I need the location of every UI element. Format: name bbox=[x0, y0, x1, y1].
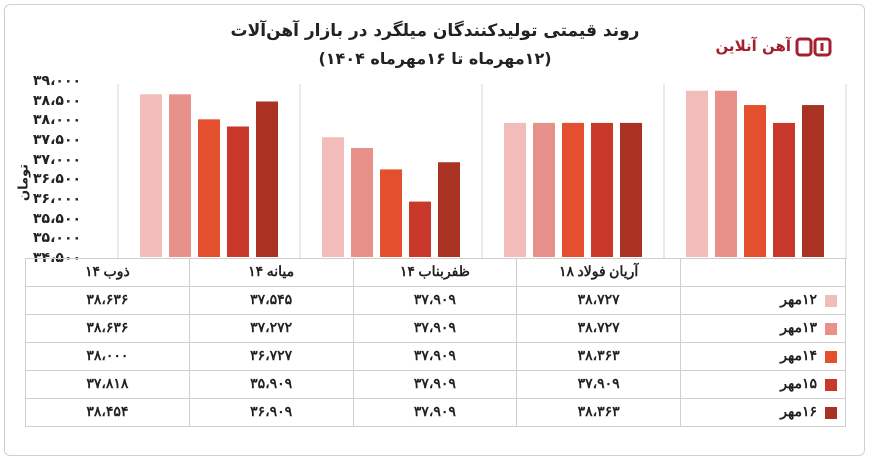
table-row: ۱۵مهر ۳۷،۹۰۹ ۳۷،۹۰۹ ۳۵،۹۰۹ ۳۷،۸۱۸ bbox=[25, 370, 846, 399]
bar bbox=[227, 126, 249, 257]
legend-swatch bbox=[825, 406, 837, 419]
legend-entry: ۱۶مهر bbox=[680, 398, 846, 427]
data-label: ۳۷،۹۰۹ bbox=[352, 398, 518, 427]
bar bbox=[620, 122, 642, 258]
bar bbox=[351, 147, 373, 257]
chart-subtitle: (۱۲مهرماه تا ۱۶مهرماه ۱۴۰۴) bbox=[318, 49, 552, 68]
bar bbox=[438, 162, 460, 257]
data-label: ۳۸،۰۰۰ bbox=[25, 342, 190, 371]
table-header-category: ذوب ۱۴ bbox=[25, 258, 190, 287]
data-label: ۳۷،۲۷۲ bbox=[188, 314, 354, 343]
legend-entry: ۱۲مهر bbox=[680, 286, 846, 315]
bar bbox=[140, 94, 162, 257]
y-tick-label: ۳۸،۵۰۰ bbox=[33, 92, 82, 109]
chart-title: روند قیمتی تولیدکنندگان میلگرد در بازار … bbox=[230, 21, 640, 41]
bar bbox=[504, 122, 526, 258]
data-label: ۳۷،۹۰۹ bbox=[352, 314, 518, 343]
bar bbox=[802, 105, 824, 258]
bar bbox=[169, 94, 191, 257]
y-tick-label: ۳۶،۰۰۰ bbox=[33, 191, 82, 207]
bar bbox=[715, 90, 737, 257]
table-row: ۱۳مهر ۳۸،۷۲۷ ۳۷،۹۰۹ ۳۷،۲۷۲ ۳۸،۶۳۶ bbox=[25, 314, 846, 343]
bar bbox=[409, 201, 431, 257]
legend-label: ۱۵مهر bbox=[780, 377, 817, 392]
data-table: آریان فولاد ۱۸ ظفربناب ۱۴ میانه ۱۴ ذوب ۱… bbox=[25, 258, 846, 427]
data-label: ۳۷،۸۱۸ bbox=[25, 370, 190, 399]
table-header-category: ظفربناب ۱۴ bbox=[352, 258, 518, 287]
table-header-row: آریان فولاد ۱۸ ظفربناب ۱۴ میانه ۱۴ ذوب ۱… bbox=[25, 258, 846, 287]
data-label: ۳۸،۴۵۴ bbox=[25, 398, 190, 427]
bar bbox=[322, 137, 344, 257]
bar bbox=[773, 122, 795, 258]
legend-label: ۱۴مهر bbox=[780, 349, 817, 364]
data-label: ۳۶،۷۲۷ bbox=[188, 342, 354, 371]
table-row: ۱۴مهر ۳۸،۳۶۳ ۳۷،۹۰۹ ۳۶،۷۲۷ ۳۸،۰۰۰ bbox=[25, 342, 846, 371]
bar bbox=[686, 90, 708, 257]
data-label: ۳۸،۶۳۶ bbox=[25, 314, 190, 343]
legend-swatch bbox=[825, 378, 837, 391]
data-label: ۳۸،۷۲۷ bbox=[516, 286, 681, 315]
data-label: ۳۸،۷۲۷ bbox=[516, 314, 681, 343]
logo-text: آهن آنلاین bbox=[715, 37, 791, 55]
data-label: ۳۷،۵۴۵ bbox=[188, 286, 354, 315]
legend-entry: ۱۴مهر bbox=[680, 342, 846, 371]
y-tick-label: ۳۵،۰۰۰ bbox=[33, 230, 82, 247]
bar bbox=[198, 119, 220, 257]
brand-logo: آهن آنلاین bbox=[687, 35, 837, 61]
y-tick-label: ۳۹،۰۰۰ bbox=[33, 73, 82, 89]
logo-mark-icon bbox=[795, 37, 832, 57]
bar bbox=[562, 122, 584, 258]
table-header-series bbox=[680, 258, 846, 287]
bar bbox=[380, 169, 402, 257]
data-label: ۳۷،۹۰۹ bbox=[516, 370, 681, 399]
y-tick-label: ۳۵،۵۰۰ bbox=[33, 210, 82, 227]
y-tick-label: ۳۶،۵۰۰ bbox=[33, 171, 82, 188]
data-label: ۳۸،۳۶۳ bbox=[516, 398, 681, 427]
data-label: ۳۸،۳۶۳ bbox=[516, 342, 681, 371]
legend-label: ۱۳مهر bbox=[780, 321, 817, 336]
table-header-category: آریان فولاد ۱۸ bbox=[516, 258, 681, 287]
table-row: ۱۲مهر ۳۸،۷۲۷ ۳۷،۹۰۹ ۳۷،۵۴۵ ۳۸،۶۳۶ bbox=[25, 286, 846, 315]
data-label: ۳۷،۹۰۹ bbox=[352, 342, 518, 371]
y-tick-label: ۳۷،۰۰۰ bbox=[33, 151, 82, 168]
bar bbox=[744, 105, 766, 258]
legend-swatch bbox=[825, 294, 837, 307]
data-label: ۳۶،۹۰۹ bbox=[188, 398, 354, 427]
bar bbox=[256, 101, 278, 257]
legend-entry: ۱۵مهر bbox=[680, 370, 846, 399]
y-tick-label: ۳۸،۰۰۰ bbox=[33, 112, 82, 129]
data-label: ۳۸،۶۳۶ bbox=[25, 286, 190, 315]
table-header-category: میانه ۱۴ bbox=[188, 258, 354, 287]
bar bbox=[533, 122, 555, 258]
data-label: ۳۵،۹۰۹ bbox=[188, 370, 354, 399]
legend-swatch bbox=[825, 322, 837, 335]
data-label: ۳۷،۹۰۹ bbox=[352, 286, 518, 315]
legend-label: ۱۶مهر bbox=[780, 405, 817, 420]
legend-label: ۱۲مهر bbox=[780, 293, 817, 308]
table-row: ۱۶مهر ۳۸،۳۶۳ ۳۷،۹۰۹ ۳۶،۹۰۹ ۳۸،۴۵۴ bbox=[25, 398, 846, 427]
y-tick-label: ۳۷،۵۰۰ bbox=[33, 132, 82, 148]
bar bbox=[591, 122, 613, 258]
legend-entry: ۱۳مهر bbox=[680, 314, 846, 343]
data-label: ۳۷،۹۰۹ bbox=[352, 370, 518, 399]
legend-swatch bbox=[825, 350, 837, 363]
